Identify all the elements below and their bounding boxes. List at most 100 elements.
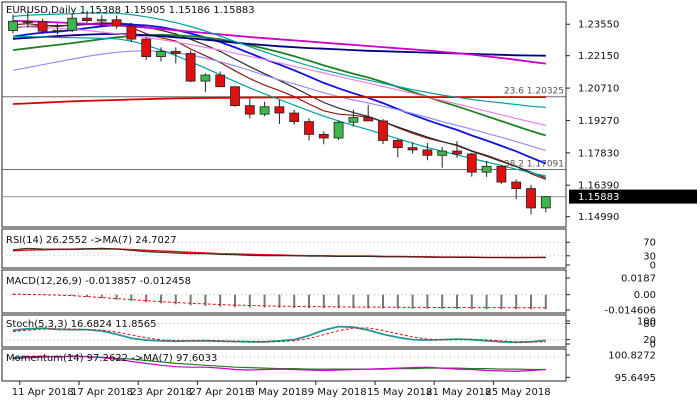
candle-body [126, 25, 137, 40]
current-price-label: 1.15883 [578, 192, 619, 203]
price-tick-label: 1.16390 [578, 181, 619, 192]
candle-body [378, 120, 388, 141]
macd-signal-line [12, 293, 546, 309]
macd-layer [2, 293, 566, 310]
candle-body [67, 17, 78, 31]
date-tick-label: 23 Apr 2018 [130, 387, 192, 398]
candle [82, 11, 92, 23]
candle [111, 15, 122, 29]
panel-tick-label: 0.00 [634, 290, 656, 301]
candle-body [452, 150, 462, 155]
candle-body [422, 149, 433, 156]
candle-body [8, 20, 18, 31]
candle [22, 10, 33, 28]
price-tick-label: 1.23550 [578, 20, 619, 31]
candle [37, 18, 48, 35]
date-tick-label: 25 May 2018 [485, 387, 550, 398]
price-tick-label: 1.14990 [578, 212, 619, 223]
panel-tick-label: 95.6495 [615, 373, 656, 384]
macd-axis: 0.0187 0.00 -0.014606 [565, 273, 656, 317]
rsi-axis: 70 300 [565, 230, 656, 272]
candle-body [348, 117, 359, 123]
candle-body [111, 19, 122, 27]
panel-tick-label: 0.0187 [621, 274, 656, 285]
candle [496, 164, 507, 184]
candle [422, 142, 433, 161]
date-tick-label: 17 Apr 2018 [71, 387, 133, 398]
current-price-box: 1.15883 [569, 189, 697, 204]
price-tick-label: 1.22150 [578, 51, 619, 62]
stochastic-d-line [12, 327, 546, 343]
price-axis: 1.23550 1.22150 1.20710 1.19270 1.17830 1.163… [565, 2, 619, 227]
macd-label: MACD(12,26,9) -0.013857 -0.012458 [6, 276, 191, 287]
candle [141, 37, 152, 60]
moving-average-line [12, 50, 546, 151]
panel-tick-label: 0 [650, 261, 656, 272]
candle [274, 99, 285, 125]
candle [126, 22, 137, 42]
candle [378, 118, 388, 145]
candle [200, 73, 211, 92]
panel-tick-label: 20 [643, 335, 656, 346]
candle-body [437, 150, 448, 156]
rsi-layer [2, 241, 566, 259]
rsi-label: RSI(14) 26.2552 ->MA(7) 24.7027 [6, 235, 177, 246]
panel-tick-label: 30 [643, 251, 656, 262]
fib-level-38-2-label: 38.2 1.17091 [504, 159, 564, 169]
candle-body [244, 105, 255, 115]
date-tick-label: 11 Apr 2018 [12, 387, 74, 398]
momentum-layer [2, 355, 566, 373]
panel-tick-label: 70 [643, 238, 656, 249]
candle-body [289, 112, 300, 122]
candle-body [170, 51, 181, 54]
momentum-line [12, 355, 546, 373]
candle [244, 97, 255, 119]
candle-layer [8, 10, 551, 215]
candle [452, 141, 462, 158]
candle-body [496, 165, 507, 183]
candle [318, 131, 329, 145]
candle [333, 120, 344, 141]
candle-body [466, 153, 477, 173]
price-panel: 23.6 1.20325 38.2 1.17091 EURUSD,Daily 1… [1, 1, 697, 228]
candle-body [82, 17, 92, 22]
moving-average-line [12, 33, 547, 137]
candle [96, 15, 107, 27]
candle [67, 15, 78, 33]
candle [170, 47, 181, 64]
candle-body [141, 38, 152, 58]
rsi-panel: RSI(14) 26.2552 ->MA(7) 24.7027 70 300 [1, 228, 656, 272]
candle-body [185, 53, 196, 82]
candle-body [333, 121, 344, 139]
candle-body [156, 51, 166, 58]
panel-tick-label: 0 [650, 340, 656, 351]
candle [407, 142, 418, 154]
price-tick-label: 1.19270 [578, 116, 619, 127]
candle-body [37, 21, 48, 32]
candle-body [526, 188, 536, 209]
momentum-label: Momentum(14) 97.2622 ->MA(7) 97.6033 [6, 353, 217, 364]
moving-average-line [12, 12, 546, 108]
date-tick-label: 27 Apr 2018 [189, 387, 251, 398]
panel-tick-label: 100 [637, 317, 656, 328]
candle-body [274, 106, 285, 114]
candle [8, 14, 18, 34]
candle [52, 23, 63, 35]
candle [304, 118, 314, 141]
candle-body [540, 196, 551, 209]
candle-body [96, 19, 107, 22]
date-tick-label: 9 May 2018 [308, 387, 367, 398]
candle [215, 71, 226, 88]
fib-level-23-6-label: 23.6 1.20325 [504, 87, 564, 97]
candle [185, 50, 196, 83]
candle-body [318, 133, 329, 139]
candle-body [259, 106, 270, 115]
candle-body [52, 29, 63, 32]
candle [540, 196, 551, 213]
candle-body [481, 165, 492, 173]
moving-average-line [12, 25, 546, 126]
momentum-panel: Momentum(14) 97.2622 ->MA(7) 97.6033 100… [1, 348, 656, 384]
